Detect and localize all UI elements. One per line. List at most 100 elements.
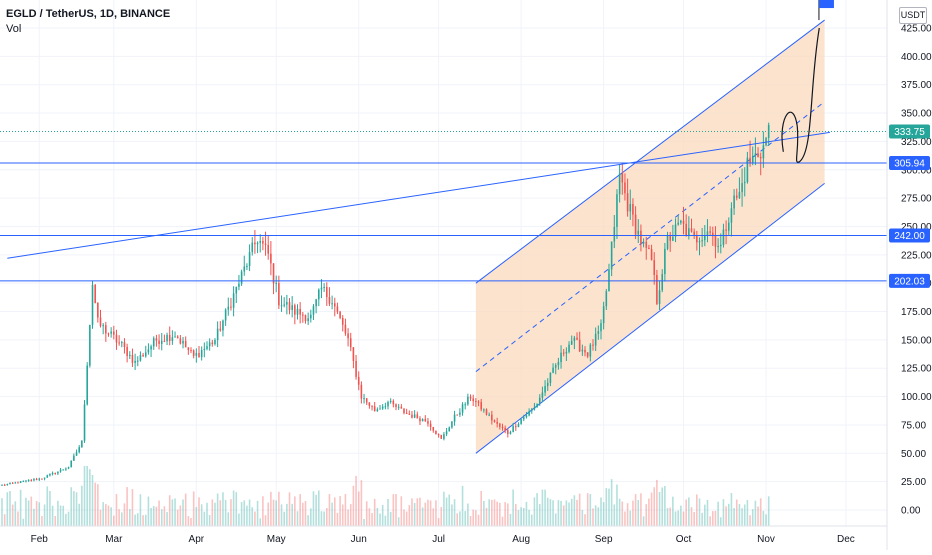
volume-bar [219,500,222,526]
drawing-lines[interactable] [0,0,887,282]
candle [597,325,600,340]
candle [608,263,610,292]
volume-bar [685,499,687,526]
candle [517,422,520,428]
candle [453,410,456,426]
candle [304,314,307,324]
volume-bar [147,496,150,526]
candle [126,343,128,363]
candle [501,423,504,431]
volume-bar [517,510,520,526]
volume-bar [41,516,43,526]
candle [310,309,312,323]
volume-bar [461,485,464,526]
candle [30,479,33,482]
candle [102,323,104,335]
volume-bar [81,485,83,526]
candle [22,480,25,483]
candle [480,398,482,412]
candle [392,399,395,408]
volume-bar [35,501,38,526]
volume-bar [629,510,632,526]
volume-bar [227,512,230,526]
volume-bar [59,505,62,526]
volume-bar [395,494,397,526]
y-tick-label: 325.00 [901,137,932,148]
candle [216,321,219,348]
candle [75,449,78,456]
candle [184,336,187,348]
volume-bar [192,491,195,526]
volume-bar [355,475,357,526]
candle [706,219,709,243]
candle [240,269,243,286]
x-tick-label: Dec [837,534,855,545]
volume-bar [738,504,741,526]
volume-bar [592,508,594,526]
volume-bar [182,499,184,526]
volume-bar [166,512,168,526]
currency-badge[interactable]: USDT [899,7,927,24]
volume-bar [139,494,142,526]
volume-bar [198,497,200,526]
volume-bar [368,508,371,526]
volume-bar [693,512,695,526]
candle [499,422,501,430]
candle [230,297,232,311]
volume-bar [46,486,49,526]
volume-bar [618,498,621,526]
candle [493,419,496,423]
volume-bar [30,496,33,526]
x-tick-label: Feb [31,534,49,545]
candle [373,401,376,412]
volume-bar [67,511,70,526]
candle [512,422,514,433]
y-tick-label: 125.00 [901,364,932,375]
candle [733,189,735,215]
volume-bar [714,510,717,526]
candle [256,241,259,254]
candle [578,331,581,353]
candle [158,334,160,350]
volume-bar [315,494,317,526]
candle [485,408,488,416]
volume-bar [17,511,19,526]
candle [35,477,38,481]
candle [408,410,411,416]
candle [328,287,331,307]
candle [754,137,757,166]
candle [533,402,536,411]
volume-bar [222,492,224,526]
candle [232,286,235,317]
candle [469,394,472,402]
volume-bar [432,508,435,526]
candle [365,398,368,405]
candle [198,346,200,358]
volume-bar [754,500,757,526]
candle [538,394,541,406]
volume-bar [123,503,126,526]
volume-bar [336,512,339,526]
candle [360,381,363,404]
volume-bar [174,498,176,526]
candle [719,233,722,254]
volume-bar [272,499,275,526]
volume-bar [118,509,120,526]
volume-bar [216,493,219,526]
candle [302,312,304,323]
volume-bar [483,501,485,526]
candle [325,282,328,306]
candle [522,414,525,422]
candle [690,218,693,233]
candle [424,415,427,422]
volume-bar [387,498,389,526]
volume-bar [658,491,661,526]
volume-bar [86,466,88,526]
candle [349,332,352,352]
candle [107,332,110,337]
volume-bar [576,499,578,526]
candle [432,426,435,433]
volume-bar [19,489,22,526]
